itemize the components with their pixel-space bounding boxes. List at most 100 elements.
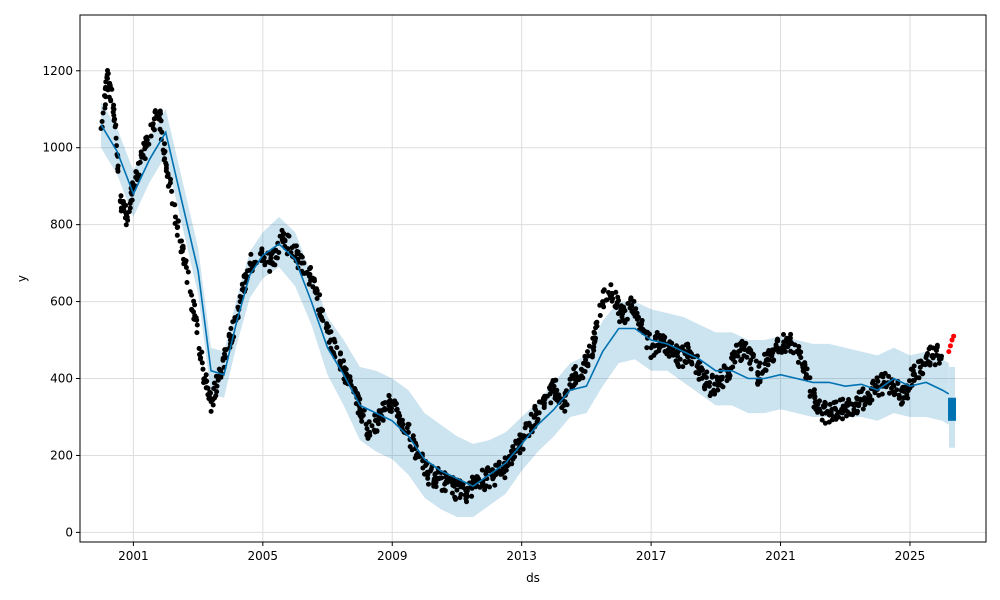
observed-point xyxy=(112,116,118,122)
observed-point xyxy=(920,362,926,367)
observed-point xyxy=(766,357,772,363)
observed-point xyxy=(708,390,714,396)
observed-point xyxy=(328,329,334,335)
observed-point xyxy=(453,496,458,502)
x-tick-label: 2009 xyxy=(377,549,408,563)
observed-point xyxy=(685,354,690,360)
observed-point xyxy=(213,393,219,399)
observed-point xyxy=(517,450,523,456)
observed-point xyxy=(593,325,599,331)
observed-point xyxy=(189,292,195,298)
observed-point xyxy=(228,326,234,331)
observed-point xyxy=(770,358,776,364)
observed-point xyxy=(163,162,169,168)
observed-point xyxy=(639,318,645,323)
observed-point xyxy=(584,361,590,367)
observed-point xyxy=(369,423,375,429)
recent-points-layer xyxy=(946,333,957,355)
observed-point xyxy=(720,384,726,390)
observed-point xyxy=(572,364,578,369)
observed-point xyxy=(926,346,932,352)
observed-point xyxy=(428,466,434,472)
observed-point xyxy=(99,119,105,124)
observed-point xyxy=(912,372,917,378)
observed-point xyxy=(281,231,287,236)
observed-point xyxy=(496,459,502,465)
observed-point xyxy=(727,373,733,379)
observed-point xyxy=(503,467,509,473)
observed-point xyxy=(748,366,754,372)
observed-point xyxy=(118,193,124,199)
observed-point xyxy=(624,316,630,322)
observed-point xyxy=(331,336,337,342)
observed-point xyxy=(469,493,475,499)
observed-point xyxy=(910,378,916,383)
observed-point xyxy=(931,353,937,359)
observed-point xyxy=(128,198,134,204)
observed-point xyxy=(115,166,121,172)
observed-point xyxy=(787,335,793,341)
recent-point xyxy=(947,343,953,349)
observed-point xyxy=(827,412,832,418)
observed-point xyxy=(454,487,460,493)
observed-point xyxy=(208,390,213,396)
observed-point xyxy=(184,280,190,285)
observed-point xyxy=(822,399,828,405)
y-axis-label: y xyxy=(15,275,29,282)
observed-point xyxy=(492,482,498,488)
x-tick-label: 2021 xyxy=(765,549,796,563)
y-tick-label: 200 xyxy=(50,448,73,462)
x-tick-label: 2001 xyxy=(118,549,149,563)
observed-point xyxy=(585,353,591,359)
observed-point xyxy=(846,397,852,402)
observed-point xyxy=(420,458,426,464)
observed-point xyxy=(812,395,818,401)
observed-point xyxy=(639,321,644,327)
observed-point xyxy=(843,407,849,413)
observed-point xyxy=(364,426,370,432)
observed-point xyxy=(469,474,475,480)
observed-point xyxy=(798,355,804,361)
observed-point xyxy=(165,183,171,189)
observed-point xyxy=(113,122,119,128)
observed-point xyxy=(172,214,178,220)
observed-point xyxy=(306,281,312,287)
observed-point xyxy=(777,346,783,352)
observed-point xyxy=(755,372,761,378)
observed-point xyxy=(533,407,539,413)
observed-point xyxy=(310,284,316,290)
observed-point xyxy=(904,392,910,398)
observed-point xyxy=(608,282,614,288)
observed-point xyxy=(660,333,666,339)
y-tick-label: 600 xyxy=(50,295,73,309)
observed-point xyxy=(594,319,600,325)
observed-point xyxy=(802,360,808,366)
observed-point xyxy=(900,400,905,405)
observed-point xyxy=(157,126,163,132)
observed-point xyxy=(306,271,311,277)
observed-point xyxy=(197,356,203,362)
gridlines xyxy=(80,15,986,542)
observed-point xyxy=(367,432,373,438)
observed-point xyxy=(111,106,117,112)
observed-point xyxy=(248,251,254,257)
forecast-line xyxy=(100,124,950,488)
observed-point xyxy=(259,246,265,252)
observed-point xyxy=(314,288,320,294)
observed-point xyxy=(239,281,245,287)
observed-point xyxy=(811,387,817,393)
observed-point xyxy=(203,372,209,378)
observed-point xyxy=(357,396,363,402)
observed-point xyxy=(591,344,597,350)
observed-point xyxy=(716,375,722,381)
observed-point xyxy=(590,352,595,358)
observed-point xyxy=(552,390,558,396)
observed-point xyxy=(409,447,415,453)
observed-point xyxy=(328,345,334,351)
observed-point xyxy=(827,401,833,407)
observed-point xyxy=(163,168,169,174)
observed-point xyxy=(910,368,916,374)
observed-point xyxy=(274,255,280,261)
observed-point xyxy=(833,416,839,422)
observed-point xyxy=(592,338,598,344)
